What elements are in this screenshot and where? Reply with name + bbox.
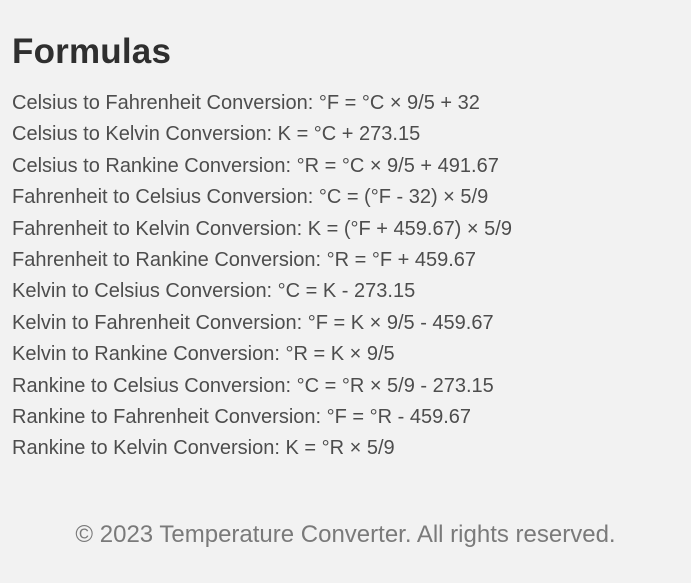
formula-rankine-to-fahrenheit: Rankine to Fahrenheit Conversion: °F = °… — [12, 406, 472, 429]
formula-kelvin-to-celsius: Kelvin to Celsius Conversion: °C = K - 2… — [12, 280, 416, 303]
formula-celsius-to-fahrenheit: Celsius to Fahrenheit Conversion: °F = °… — [12, 92, 480, 114]
copyright-text: © 2023 Temperature Converter. All rights… — [75, 521, 616, 548]
formula-celsius-to-rankine: Celsius to Rankine Conversion: °R = °C ×… — [12, 154, 499, 177]
formulas-section: Formulas Celsius to Fahrenheit Conversio… — [12, 30, 679, 465]
formula-kelvin-to-fahrenheit: Kelvin to Fahrenheit Conversion: °F = K … — [12, 311, 494, 334]
page-footer: © 2023 Temperature Converter. All rights… — [0, 520, 691, 550]
formula-list: Celsius to Fahrenheit Conversion: °F = °… — [12, 88, 679, 465]
formula-fahrenheit-to-celsius: Fahrenheit to Celsius Conversion: °C = (… — [12, 186, 489, 209]
formula-rankine-to-celsius: Rankine to Celsius Conversion: °C = °R ×… — [12, 374, 494, 397]
section-title: Formulas — [12, 32, 172, 71]
formula-fahrenheit-to-rankine: Fahrenheit to Rankine Conversion: °R = °… — [12, 249, 477, 272]
formula-kelvin-to-rankine: Kelvin to Rankine Conversion: °R = K × 9… — [12, 343, 395, 366]
formula-celsius-to-kelvin: Celsius to Kelvin Conversion: K = °C + 2… — [12, 123, 421, 146]
formula-fahrenheit-to-kelvin: Fahrenheit to Kelvin Conversion: K = (°F… — [12, 217, 512, 240]
formula-rankine-to-kelvin: Rankine to Kelvin Conversion: K = °R × 5… — [12, 437, 395, 460]
